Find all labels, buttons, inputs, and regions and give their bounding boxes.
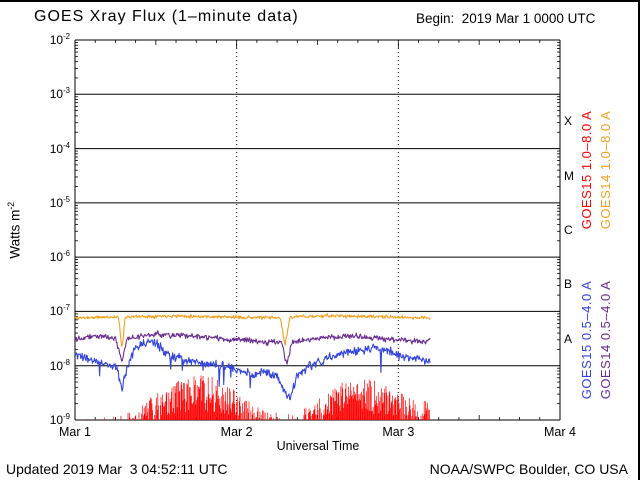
y-tick-label: 10-4 <box>49 140 70 156</box>
chart-title: GOES Xray Flux (1–minute data) <box>34 8 299 25</box>
y-tick-exponent: -5 <box>63 194 70 204</box>
y-axis-label-text: Watts m <box>7 209 23 259</box>
flare-class-label: A <box>564 331 573 346</box>
y-tick-label: 10-7 <box>49 303 70 319</box>
y-tick-exponent: -3 <box>63 86 70 96</box>
y-axis-label: Watts m-2 <box>6 130 23 330</box>
x-tick-label: Mar 2 <box>220 425 253 439</box>
y-tick-exponent: -7 <box>63 303 70 313</box>
y-tick-exponent: -9 <box>63 412 70 421</box>
flare-class-label: B <box>564 277 573 292</box>
y-tick-exponent: -8 <box>63 357 70 367</box>
legend-goes14-short-channel: GOES14 0.5–4.0 A <box>598 280 613 400</box>
y-tick-label: 10-6 <box>49 249 70 265</box>
begin-timestamp: Begin: 2019 Mar 1 0000 UTC <box>416 11 596 26</box>
y-tick-exponent: -2 <box>63 32 70 41</box>
flare-class-label: M <box>564 168 574 183</box>
y-tick-exponent: -6 <box>63 249 70 259</box>
source-attribution: NOAA/SWPC Boulder, CO USA <box>429 461 628 477</box>
x-tick-label: Mar 4 <box>544 425 576 439</box>
x-tick-label: Mar 1 <box>59 425 91 439</box>
y-axis-label-exponent: -2 <box>5 201 16 210</box>
flare-class-label: C <box>564 223 573 237</box>
legend-goes14-long-channel: GOES14 1.0–8.0 A <box>598 110 613 230</box>
flare-class-label: X <box>564 114 573 129</box>
y-tick-label: 10-3 <box>49 86 70 102</box>
updated-timestamp: Updated 2019 Mar 3 04:52:11 UTC <box>6 461 228 477</box>
y-tick-exponent: -4 <box>63 140 70 150</box>
legend-goes15-short-channel: GOES15 0.5–4.0 A <box>579 280 594 400</box>
x-tick-label: Mar 3 <box>382 425 415 439</box>
y-tick-label: 10-8 <box>49 357 70 373</box>
y-tick-label: 10-5 <box>49 194 70 210</box>
x-axis-label: Universal Time <box>276 439 360 453</box>
y-tick-label: 10-9 <box>49 412 70 427</box>
legend-goes15-long-channel: GOES15 1.0–8.0 A <box>579 110 594 230</box>
y-tick-label: 10-2 <box>49 32 70 47</box>
